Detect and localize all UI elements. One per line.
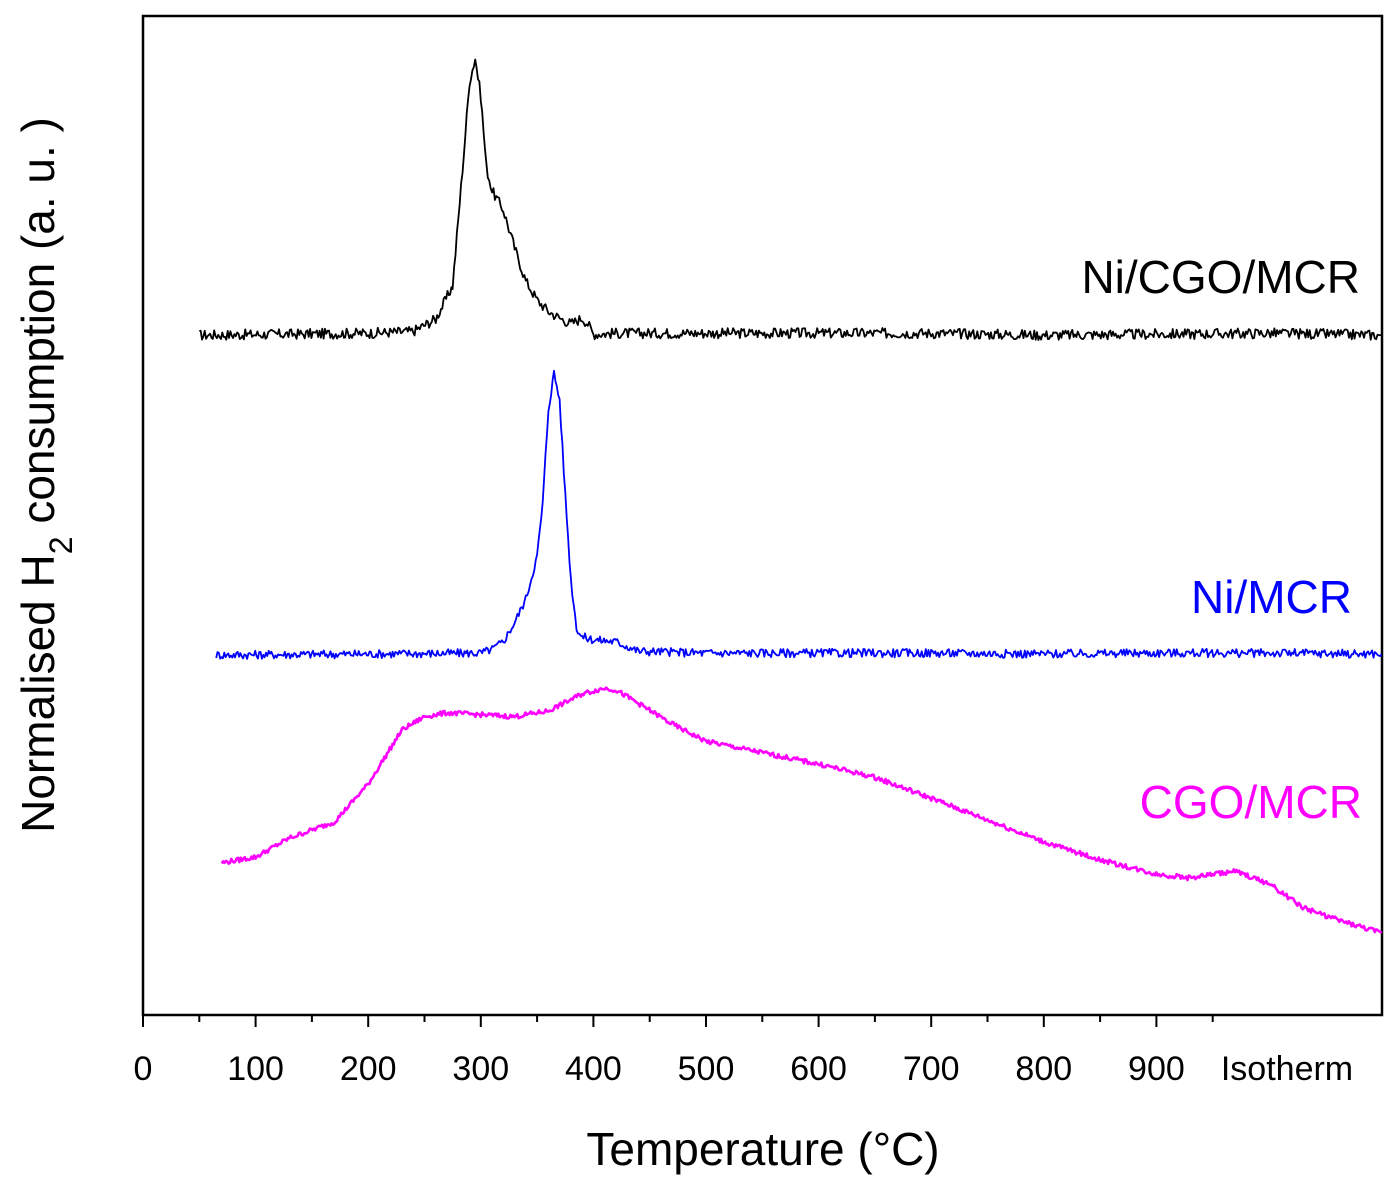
- x-tick-label: 0: [134, 1050, 153, 1088]
- y-axis-title-rest: consumption (a. u. ): [12, 117, 64, 536]
- x-tick-label: 900: [1128, 1050, 1185, 1088]
- x-tick-label: 700: [903, 1050, 960, 1088]
- series-lines: [199, 58, 1383, 934]
- x-axis-title: Temperature (°C): [586, 1123, 939, 1175]
- plot-frame: [141, 14, 1384, 1017]
- series-line-ni-mcr: [215, 369, 1383, 660]
- x-tick-label: 200: [340, 1050, 397, 1088]
- x-tick-label: 600: [790, 1050, 847, 1088]
- series-line-cgo-mcr: [220, 686, 1383, 934]
- y-axis-title: Normalised H2 consumption (a. u. ): [12, 117, 79, 833]
- x-tick-label: 100: [227, 1050, 284, 1088]
- y-axis-title-subscript: 2: [43, 536, 79, 554]
- x-tick-label: 400: [565, 1050, 622, 1088]
- series-label-ni-cgo-mcr: Ni/CGO/MCR: [1081, 251, 1360, 303]
- y-axis-title-main: Normalised H: [12, 554, 64, 833]
- x-tick-label: Isotherm: [1221, 1050, 1353, 1088]
- series-line-ni-cgo-mcr: [199, 58, 1382, 341]
- x-tick-label: 500: [678, 1050, 735, 1088]
- x-axis-tick-labels: 0 100 200 300 400 500 600 700 800 900 Isotherm: [134, 1050, 1354, 1088]
- x-tick-label: 300: [452, 1050, 509, 1088]
- x-axis-ticks: [142, 1015, 1214, 1027]
- series-label-cgo-mcr: CGO/MCR: [1140, 776, 1362, 828]
- series-label-ni-mcr: Ni/MCR: [1191, 571, 1352, 623]
- x-tick-label: 800: [1015, 1050, 1072, 1088]
